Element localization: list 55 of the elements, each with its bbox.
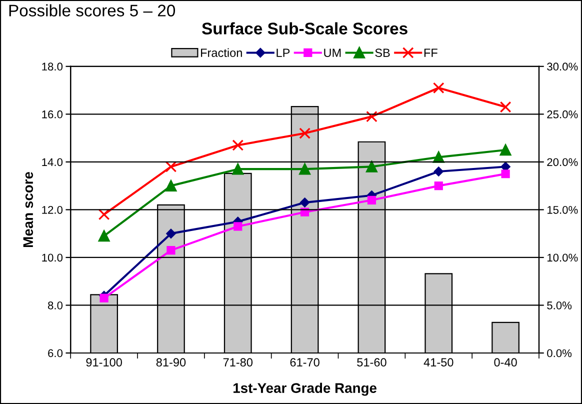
point — [100, 294, 108, 302]
bar — [492, 322, 520, 353]
x-tick-label: 0-40 — [494, 358, 517, 367]
y2-tick-label: 10.0% — [547, 254, 578, 262]
point — [500, 144, 512, 156]
legend-label: Fraction — [201, 48, 242, 57]
point — [434, 182, 443, 190]
point — [299, 128, 310, 139]
point — [299, 163, 310, 175]
x-tick-label: 71-80 — [223, 358, 253, 367]
y2-tick-label: 30.0% — [547, 62, 578, 71]
y2-tick-label: 0.0% — [547, 349, 572, 358]
point — [432, 82, 444, 94]
y2-tick-label: 25.0% — [547, 110, 578, 118]
chart-title: Surface Sub-Scale Scores — [202, 22, 408, 34]
y-tick-label: 16.0 — [42, 110, 63, 118]
x-tick-label: 51-60 — [357, 358, 386, 367]
point — [232, 163, 244, 175]
x-tick-label: 61-70 — [290, 358, 320, 367]
point — [434, 166, 444, 176]
point — [366, 110, 378, 122]
point — [500, 101, 512, 113]
y-tick-label: 14.0 — [42, 158, 63, 166]
legend-label: LP — [276, 48, 290, 57]
point — [165, 161, 177, 172]
point — [300, 198, 310, 208]
x-tick-label: 91-100 — [86, 358, 122, 367]
point — [165, 180, 177, 192]
y-tick-label: 6.0 — [48, 349, 63, 358]
point — [367, 196, 376, 204]
y2-tick-label: 20.0% — [547, 158, 578, 166]
point — [234, 222, 242, 231]
point — [98, 230, 110, 242]
point — [166, 246, 176, 255]
x-tick-label: 41-50 — [424, 358, 454, 367]
legend-label: UM — [324, 48, 341, 57]
point — [366, 161, 378, 172]
y-tick-label: 18.0 — [42, 62, 63, 71]
x-axis-title: 1st-Year Grade Range — [234, 382, 377, 396]
point — [501, 170, 510, 178]
point — [500, 162, 510, 172]
point — [166, 228, 176, 238]
y2-tick-label: 5.0% — [547, 302, 572, 310]
y-tick-label: 8.0 — [48, 302, 63, 310]
point — [232, 140, 244, 151]
x-tick-label: 81-90 — [156, 358, 186, 367]
y-tick-label: 12.0 — [42, 206, 63, 214]
y-tick-label: 10.0 — [42, 254, 63, 262]
legend-label: FF — [424, 48, 438, 57]
point — [432, 151, 444, 163]
y2-tick-label: 15.0% — [547, 206, 578, 214]
y-axis-title: Mean score — [23, 172, 34, 247]
point — [98, 208, 110, 220]
text: Possible scores 5 – 20 — [9, 4, 176, 16]
legend-label: SB — [375, 48, 390, 57]
